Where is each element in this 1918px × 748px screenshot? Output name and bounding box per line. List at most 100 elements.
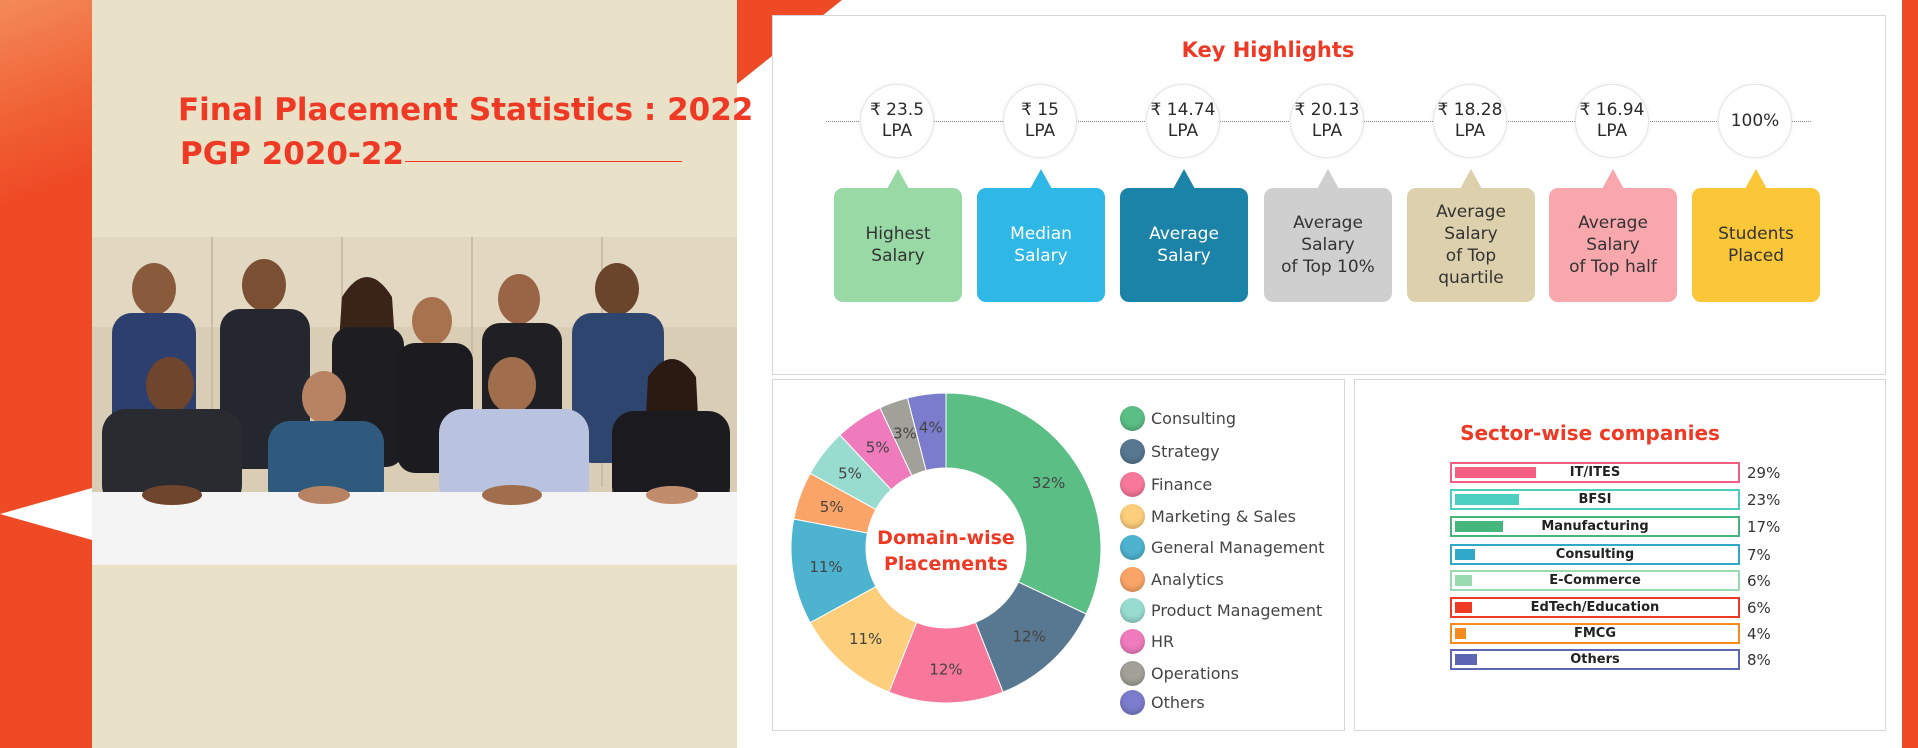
page-subtitle: PGP 2020-22: [180, 136, 404, 172]
sector-bar-value: 6%: [1747, 599, 1771, 617]
left-accent-gradient: [0, 0, 92, 310]
highlight-item: ₹ 20.13 LPA Average Salary of Top 10%: [1262, 84, 1394, 306]
donut-slice-label: 5%: [866, 439, 890, 457]
legend-swatch: [1120, 405, 1145, 431]
donut-slice-label: 12%: [929, 661, 962, 679]
highlight-label: Average Salary of Top half: [1549, 188, 1677, 302]
legend-item: Strategy: [1120, 437, 1220, 465]
sector-bar-label: BFSI: [1578, 492, 1612, 507]
donut-slice-label: 5%: [820, 498, 844, 516]
highlight-pointer: [1173, 169, 1195, 189]
highlight-pointer: [887, 169, 909, 189]
sector-bar: [1455, 602, 1472, 613]
donut-slice-label: 11%: [849, 630, 882, 648]
legend-item: Analytics: [1120, 565, 1224, 593]
legend-swatch: [1120, 566, 1145, 592]
highlight-unit: LPA: [1596, 121, 1628, 141]
donut-slice-label: 4%: [919, 418, 943, 436]
sector-bar: [1455, 575, 1472, 586]
left-notch: [0, 488, 92, 540]
legend-swatch: [1120, 471, 1145, 497]
sector-bar-row: Consulting: [1450, 544, 1740, 565]
legend-swatch: [1120, 438, 1145, 464]
highlight-unit: LPA: [1454, 121, 1486, 141]
sector-bar-label: EdTech/Education: [1530, 600, 1660, 615]
group-photo: [92, 237, 737, 565]
sector-bar: [1455, 494, 1519, 505]
highlight-value-circle: ₹ 16.94 LPA: [1575, 84, 1649, 158]
highlight-value: ₹ 15: [1021, 100, 1059, 120]
highlight-unit: LPA: [1024, 121, 1056, 141]
sector-bar-value: 6%: [1747, 572, 1771, 590]
highlight-item: ₹ 14.74 LPA Average Salary: [1118, 84, 1250, 306]
legend-label: HR: [1151, 631, 1175, 651]
highlight-value-circle: ₹ 23.5 LPA: [860, 84, 934, 158]
donut-slice-label: 11%: [809, 558, 842, 576]
sector-bar-label: E-Commerce: [1549, 573, 1641, 588]
highlight-value-circle: ₹ 18.28 LPA: [1433, 84, 1507, 158]
sector-bar-value: 7%: [1747, 546, 1771, 564]
sector-bar-row: BFSI: [1450, 489, 1740, 510]
legend-item: Others: [1120, 688, 1205, 716]
legend-item: HR: [1120, 627, 1174, 655]
highlight-label: Students Placed: [1692, 188, 1820, 302]
legend-swatch: [1120, 628, 1145, 654]
sector-bar-value: 23%: [1747, 491, 1781, 509]
legend-item: General Management: [1120, 533, 1325, 561]
highlight-item: ₹ 16.94 LPA Average Salary of Top half: [1547, 84, 1679, 306]
legend-label: Product Management: [1151, 600, 1323, 620]
legend-swatch: [1120, 660, 1145, 686]
sector-bar: [1455, 628, 1466, 639]
highlight-label: Average Salary of Top quartile: [1407, 188, 1535, 302]
group-photo-illustration: [92, 237, 737, 565]
sector-bar-label: IT/ITES: [1569, 465, 1621, 480]
sector-bar: [1455, 654, 1477, 665]
sector-bar-row: E-Commerce: [1450, 570, 1740, 591]
legend-label: Strategy: [1151, 441, 1220, 461]
sector-bar: [1455, 549, 1475, 560]
highlight-pointer: [1030, 169, 1052, 189]
sector-bar-value: 29%: [1747, 464, 1781, 482]
donut-slice-label: 32%: [1032, 474, 1065, 492]
highlight-value-circle: ₹ 14.74 LPA: [1146, 84, 1220, 158]
sector-bar-label: Manufacturing: [1541, 519, 1649, 534]
donut-center-title: Placements: [884, 553, 1008, 575]
sector-bar-value: 8%: [1747, 651, 1771, 669]
highlight-item: ₹ 23.5 LPA Highest Salary: [832, 84, 964, 306]
legend-swatch: [1120, 503, 1145, 529]
sector-chart-title: Sector-wise companies: [1460, 421, 1720, 445]
highlight-unit: LPA: [881, 121, 913, 141]
highlight-unit: LPA: [1167, 121, 1199, 141]
sector-bar-row: Manufacturing: [1450, 516, 1740, 537]
highlight-value: ₹ 20.13: [1294, 100, 1360, 120]
donut-hole: [866, 468, 1026, 628]
highlight-value-circle: ₹ 20.13 LPA: [1290, 84, 1364, 158]
sector-bar-label: Consulting: [1555, 547, 1635, 562]
legend-item: Consulting: [1120, 404, 1236, 432]
legend-item: Finance: [1120, 470, 1212, 498]
donut-slice-label: 3%: [893, 425, 917, 443]
highlight-value: ₹ 16.94: [1579, 100, 1645, 120]
sector-bar-label: Others: [1570, 652, 1620, 667]
sector-bar: [1455, 467, 1536, 478]
sector-bar-row: FMCG: [1450, 623, 1740, 644]
highlight-item: ₹ 18.28 LPA Average Salary of Top quartile: [1405, 84, 1537, 306]
highlight-item: ₹ 15 LPA Median Salary: [975, 84, 1107, 306]
donut-slice-label: 12%: [1013, 628, 1046, 646]
sector-bar-value: 4%: [1747, 625, 1771, 643]
highlight-label: Highest Salary: [834, 188, 962, 302]
legend-item: Operations: [1120, 659, 1239, 687]
legend-label: Finance: [1151, 474, 1213, 494]
sector-bar-row: Others: [1450, 649, 1740, 670]
highlight-label: Average Salary: [1120, 188, 1248, 302]
legend-item: Product Management: [1120, 596, 1322, 624]
right-accent-bar: [1902, 0, 1918, 748]
highlight-unit: LPA: [1311, 121, 1343, 141]
highlight-pointer: [1317, 169, 1339, 189]
highlight-value-circle: ₹ 15 LPA: [1003, 84, 1077, 158]
sector-bar-row: EdTech/Education: [1450, 597, 1740, 618]
highlight-pointer: [1460, 169, 1482, 189]
sector-bar-label: FMCG: [1573, 626, 1617, 641]
highlight-pointer: [1602, 169, 1624, 189]
